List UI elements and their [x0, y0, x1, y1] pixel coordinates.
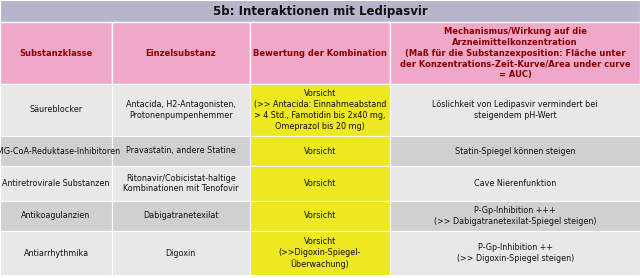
Bar	[250, 22, 390, 84]
Bar	[112, 84, 250, 136]
Bar	[0, 201, 112, 231]
Text: Vorsicht: Vorsicht	[304, 147, 336, 155]
Bar	[112, 166, 250, 201]
Text: Pravastatin, andere Statine: Pravastatin, andere Statine	[126, 147, 236, 155]
Bar	[390, 22, 640, 84]
Bar	[250, 166, 390, 201]
Text: Ritonavir/Cobicistat-haltige
Kombinationen mit Tenofovir: Ritonavir/Cobicistat-haltige Kombination…	[123, 174, 239, 193]
Text: Säureblocker: Säureblocker	[29, 105, 83, 115]
Bar	[250, 136, 390, 166]
Bar	[390, 231, 640, 275]
Text: Vorsicht: Vorsicht	[304, 179, 336, 188]
Bar	[112, 231, 250, 275]
Text: Antikoagulanzien: Antikoagulanzien	[21, 212, 91, 220]
Text: Digoxin: Digoxin	[166, 249, 196, 257]
Text: Antiretrovirale Substanzen: Antiretrovirale Substanzen	[3, 179, 109, 188]
Text: Antacida, H2-Antagonisten,
Protonenpumpenhemmer: Antacida, H2-Antagonisten, Protonenpumpe…	[126, 100, 236, 120]
Bar	[0, 136, 112, 166]
Text: P-Gp-Inhibition +++
(>> Dabigatranetexilat-Spiegel steigen): P-Gp-Inhibition +++ (>> Dabigatranetexil…	[434, 206, 596, 226]
Bar	[112, 22, 250, 84]
Text: Cave Nierenfunktion: Cave Nierenfunktion	[474, 179, 556, 188]
Bar	[390, 84, 640, 136]
Text: Dabigatranetexilat: Dabigatranetexilat	[143, 212, 218, 220]
Text: Vorsicht
(>>Digoxin-Spiegel-
Überwachung): Vorsicht (>>Digoxin-Spiegel- Überwachung…	[279, 237, 361, 269]
Text: HMG-CoA-Reduktase-Inhibitoren: HMG-CoA-Reduktase-Inhibitoren	[0, 147, 120, 155]
Text: Bewertung der Kombination: Bewertung der Kombination	[253, 48, 387, 58]
Bar	[250, 201, 390, 231]
Text: Vorsicht
(>> Antacida: Einnahmeabstand
> 4 Std., Famotidin bis 2x40 mg,
Omeprazo: Vorsicht (>> Antacida: Einnahmeabstand >…	[254, 89, 386, 131]
Bar	[112, 201, 250, 231]
Bar	[0, 84, 112, 136]
Text: Mechanismus/Wirkung auf die
Arzneimittelkonzentration
(Maß für die Substanzexpos: Mechanismus/Wirkung auf die Arzneimittel…	[400, 27, 630, 79]
Text: Statin-Spiegel können steigen: Statin-Spiegel können steigen	[455, 147, 575, 155]
Bar	[0, 22, 112, 84]
Text: Löslichkeit von Ledipasvir vermindert bei
steigendem pH-Wert: Löslichkeit von Ledipasvir vermindert be…	[433, 100, 598, 120]
Text: Einzelsubstanz: Einzelsubstanz	[145, 48, 216, 58]
Bar	[0, 0, 640, 22]
Bar	[390, 136, 640, 166]
Bar	[250, 231, 390, 275]
Bar	[0, 231, 112, 275]
Bar	[0, 166, 112, 201]
Text: P-Gp-Inhibition ++
(>> Digoxin-Spiegel steigen): P-Gp-Inhibition ++ (>> Digoxin-Spiegel s…	[456, 243, 574, 263]
Text: Vorsicht: Vorsicht	[304, 212, 336, 220]
Bar	[390, 166, 640, 201]
Bar	[250, 84, 390, 136]
Bar	[112, 136, 250, 166]
Text: Substanzklasse: Substanzklasse	[19, 48, 93, 58]
Text: 5b: Interaktionen mit Ledipasvir: 5b: Interaktionen mit Ledipasvir	[212, 4, 428, 18]
Text: Antiarrhythmika: Antiarrhythmika	[24, 249, 88, 257]
Bar	[390, 201, 640, 231]
